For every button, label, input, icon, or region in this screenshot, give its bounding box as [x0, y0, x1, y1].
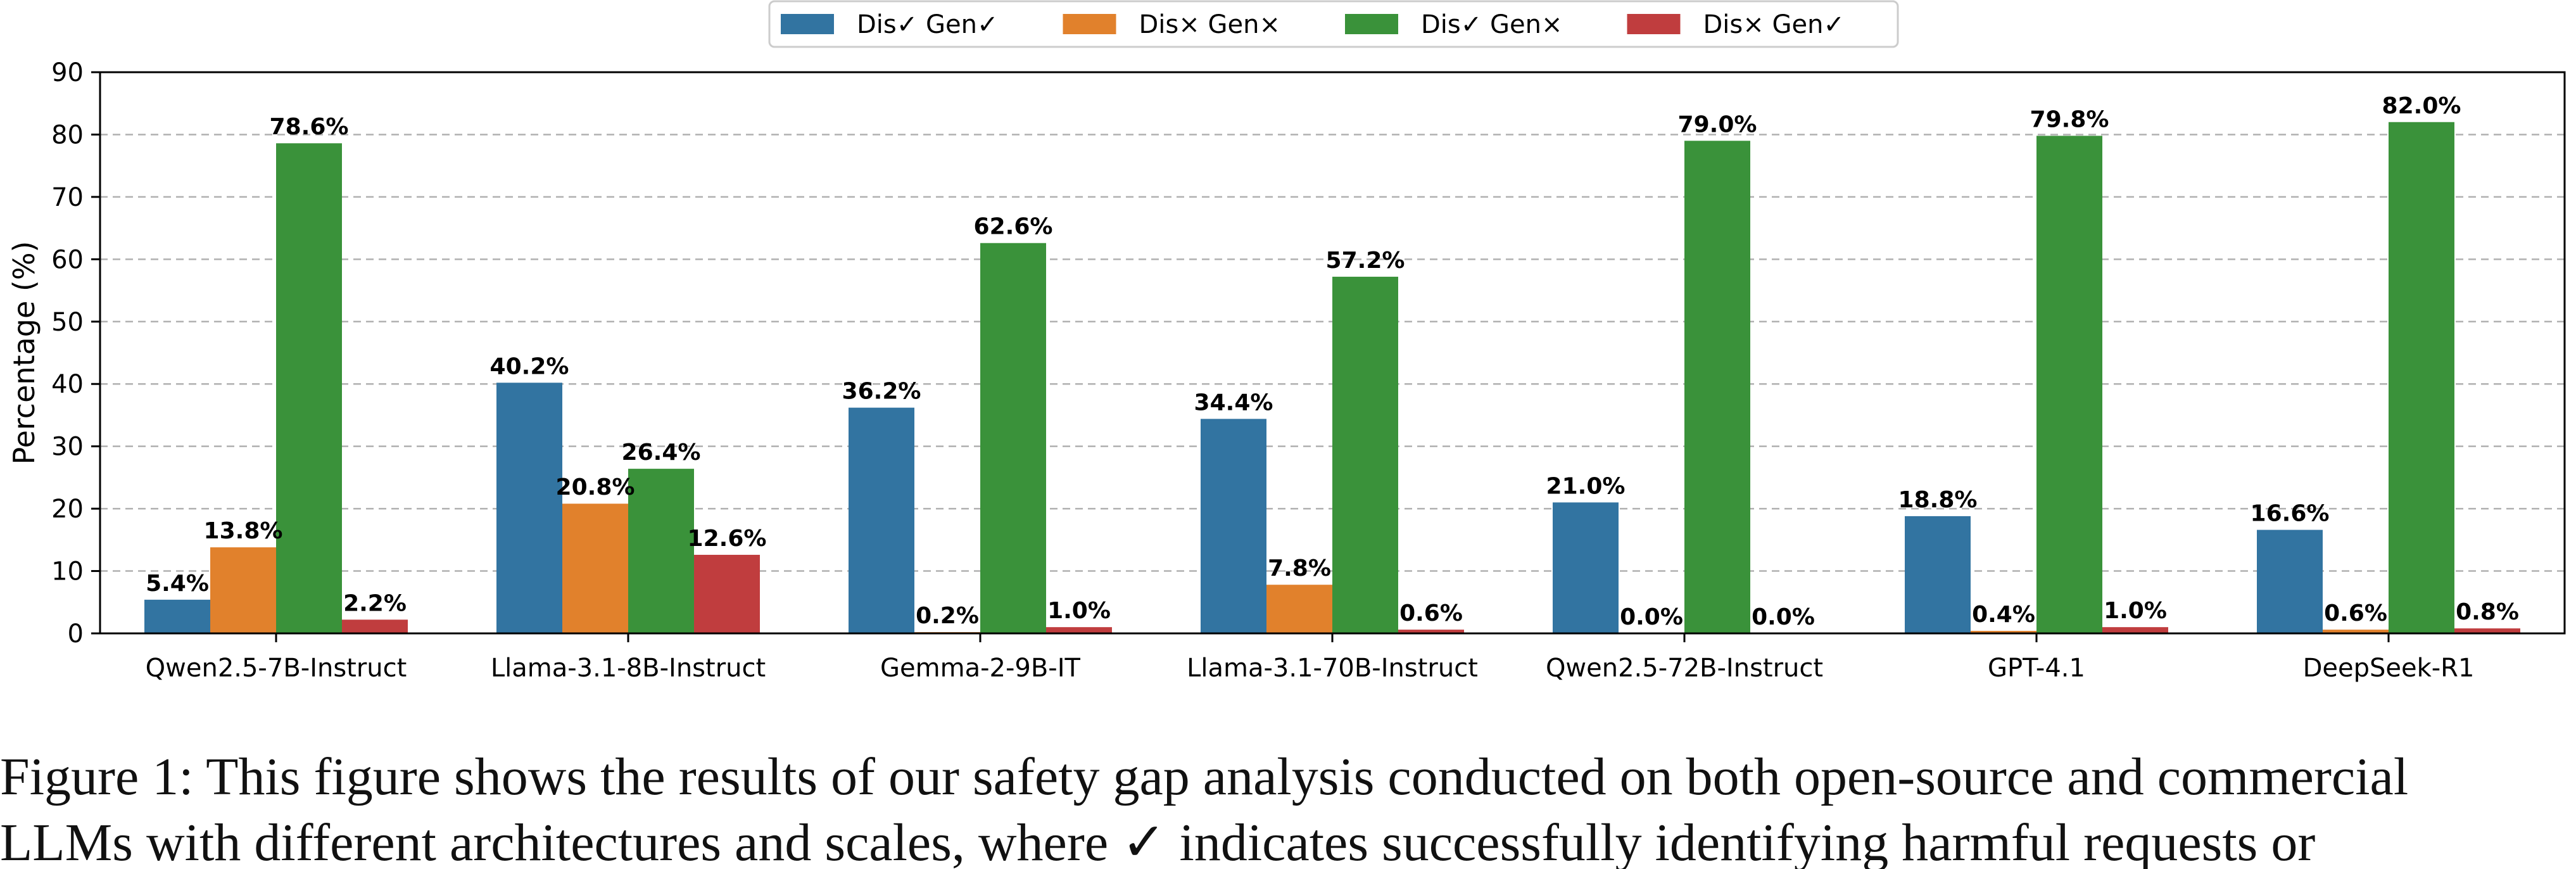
- bar-value-label: 78.6%: [270, 114, 349, 140]
- bar-value-label: 18.8%: [1898, 487, 1978, 513]
- bar: [496, 383, 562, 633]
- bar: [1332, 276, 1398, 633]
- bar-value-label: 0.6%: [2324, 600, 2387, 626]
- bar-value-label: 34.4%: [1194, 390, 1273, 415]
- bar-value-label: 57.2%: [1326, 248, 1405, 274]
- bar-value-label: 0.0%: [1620, 604, 1683, 630]
- bar-value-label: 0.2%: [916, 603, 979, 629]
- legend-label: Dis✓ Gen×: [1421, 10, 1562, 39]
- bar-value-label: 1.0%: [2104, 598, 2167, 624]
- y-tick-label: 30: [51, 433, 84, 462]
- bar-value-label: 36.2%: [842, 379, 921, 405]
- bar: [2454, 628, 2520, 633]
- y-tick-label: 20: [51, 495, 84, 524]
- bar: [1553, 502, 1619, 633]
- x-tick-label: Gemma-2-9B-IT: [880, 654, 1080, 683]
- bar: [144, 599, 210, 633]
- bar: [2389, 122, 2454, 633]
- bar-value-label: 79.8%: [2030, 106, 2109, 132]
- legend-box: [768, 0, 1899, 48]
- bar-value-label: 79.0%: [1678, 111, 1757, 137]
- bar: [2102, 627, 2168, 633]
- y-axis-label: Percentage (%): [7, 241, 41, 465]
- legend-swatch: [1063, 14, 1116, 34]
- plot-frame: [99, 71, 2566, 635]
- bar-value-label: 5.4%: [146, 571, 209, 597]
- bar: [628, 469, 694, 633]
- bar-value-label: 0.8%: [2456, 599, 2519, 625]
- x-tick-label: Qwen2.5-7B-Instruct: [146, 654, 407, 683]
- y-tick-label: 90: [51, 58, 84, 87]
- bar: [1398, 630, 1464, 633]
- bar: [1971, 631, 2036, 633]
- axes: 0 10 20 30 40 50 60 70 80 90 Qwen2.5-7B-Instruct Ll…: [7, 58, 2566, 683]
- legend-label: Dis× Gen×: [1139, 10, 1280, 39]
- figure-caption: Figure 1: This figure shows the results …: [0, 744, 2576, 869]
- bar-value-label: 0.6%: [1399, 600, 1463, 626]
- bar: [210, 547, 276, 633]
- bar: [276, 143, 342, 633]
- legend-swatch: [1345, 14, 1398, 34]
- bar: [2323, 630, 2389, 633]
- bar-value-label: 2.2%: [343, 590, 407, 616]
- bar: [694, 554, 760, 633]
- x-tick-label: DeepSeek-R1: [2303, 654, 2475, 683]
- bar-value-label: 20.8%: [556, 474, 635, 500]
- y-tick-label: 80: [51, 120, 84, 149]
- bar-value-label: 13.8%: [204, 518, 283, 544]
- bar-value-label: 0.4%: [1972, 602, 2035, 628]
- y-tick-label: 60: [51, 245, 84, 274]
- legend-swatch: [1627, 14, 1681, 34]
- legend-label: Dis× Gen✓: [1703, 10, 1845, 39]
- y-tick-label: 40: [51, 370, 84, 399]
- y-tick-label: 50: [51, 308, 84, 337]
- bar: [1684, 141, 1750, 634]
- bar-value-label: 82.0%: [2382, 93, 2461, 119]
- bar-value-label: 40.2%: [490, 353, 569, 379]
- bar: [562, 504, 628, 633]
- legend-swatch: [781, 14, 834, 34]
- bar-value-label: 62.6%: [974, 214, 1053, 240]
- bar: [1905, 516, 1971, 633]
- bars: [144, 122, 2520, 634]
- x-tick-label: GPT-4.1: [1988, 654, 2085, 683]
- bar-value-label: 1.0%: [1047, 598, 1111, 624]
- legend: Dis✓ Gen✓ Dis× Gen× Dis✓ Gen× Dis× Gen✓: [768, 0, 1899, 48]
- bar-value-label: 16.6%: [2251, 501, 2330, 527]
- bar-value-label: 21.0%: [1546, 473, 1626, 499]
- bar: [1266, 585, 1332, 633]
- bar: [1046, 627, 1112, 633]
- y-tick-label: 70: [51, 183, 84, 212]
- bar: [342, 619, 408, 633]
- bar-value-label: 0.0%: [1752, 604, 1815, 630]
- x-tick-label: Llama-3.1-8B-Instruct: [491, 654, 766, 683]
- caption-line-1: Figure 1: This figure shows the results …: [0, 747, 2409, 806]
- y-tick-label: 0: [68, 619, 84, 649]
- bar: [1201, 419, 1266, 633]
- bar-value-labels: 5.4% 13.8% 78.6% 2.2% 40.2% 20.8% 26.4% 12.6% 36…: [146, 93, 2519, 630]
- caption-line-2: LLMs with different architectures and sc…: [0, 813, 2316, 869]
- y-tick-label: 10: [51, 557, 84, 587]
- x-tick-label: Qwen2.5-72B-Instruct: [1546, 654, 1823, 683]
- bar: [2036, 136, 2102, 633]
- bar-value-label: 7.8%: [1268, 555, 1331, 581]
- bar-value-label: 12.6%: [688, 526, 767, 552]
- bar: [980, 243, 1046, 633]
- x-tick-label: Llama-3.1-70B-Instruct: [1187, 654, 1478, 683]
- bar: [849, 407, 914, 633]
- legend-label: Dis✓ Gen✓: [857, 10, 998, 39]
- bar: [2257, 530, 2323, 633]
- bar-value-label: 26.4%: [622, 440, 701, 466]
- bar-chart: 5.4% 13.8% 78.6% 2.2% 40.2% 20.8% 26.4% 12.6% 36…: [7, 0, 2566, 683]
